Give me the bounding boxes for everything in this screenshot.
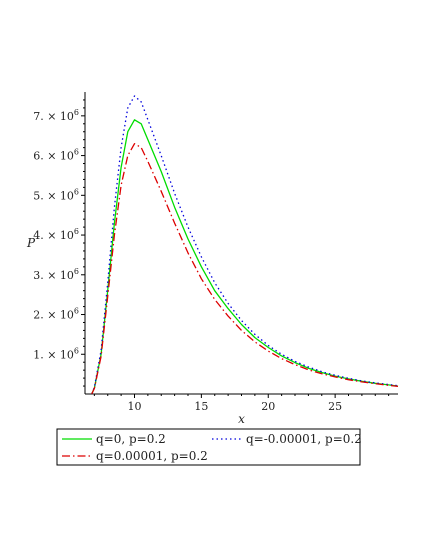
plot-area (91, 95, 399, 395)
legend-entry-series-1: q=-0.00001, p=0.2 (212, 432, 362, 446)
y-ticks: 1. × 106 2. × 106 3. × 106 4. × 106 5. × 106… (33, 99, 85, 387)
x-tick-label-2: 20 (261, 400, 275, 413)
y-tick-label-2: 3. × 106 (33, 267, 79, 282)
y-axis-title: P (26, 236, 36, 250)
legend: q=0, p=0.2 q=-0.00001, p=0.2 q=0.00001, … (56, 428, 362, 466)
series-line-1 (91, 95, 399, 395)
legend-entry-series-0: q=0, p=0.2 (62, 432, 166, 446)
x-ticks: 10 15 20 25 (93, 394, 390, 413)
x-tick-label-0: 10 (127, 400, 141, 413)
y-tick-label-1: 2. × 106 (33, 307, 79, 322)
axes: 10 15 20 25 1. × 106 2. × 106 3. × 106 4. × 10… (26, 92, 398, 426)
series-line-0 (91, 119, 399, 395)
legend-entry-series-2: q=0.00001, p=0.2 (62, 449, 208, 463)
x-tick-label-3: 25 (328, 400, 342, 413)
y-tick-label-5: 6. × 106 (33, 148, 79, 163)
legend-label-series-0: q=0, p=0.2 (96, 432, 166, 446)
series-line-2 (91, 143, 399, 395)
y-tick-label-3: 4. × 106 (33, 227, 79, 242)
y-tick-label-4: 5. × 106 (33, 187, 79, 202)
legend-label-series-2: q=0.00001, p=0.2 (96, 449, 208, 463)
legend-box (56, 428, 361, 466)
y-tick-label-0: 1. × 106 (33, 346, 79, 361)
x-axis-title: x (238, 412, 245, 426)
legend-label-series-1: q=-0.00001, p=0.2 (246, 432, 362, 446)
x-tick-label-1: 15 (194, 400, 208, 413)
y-tick-label-6: 7. × 106 (33, 108, 79, 123)
